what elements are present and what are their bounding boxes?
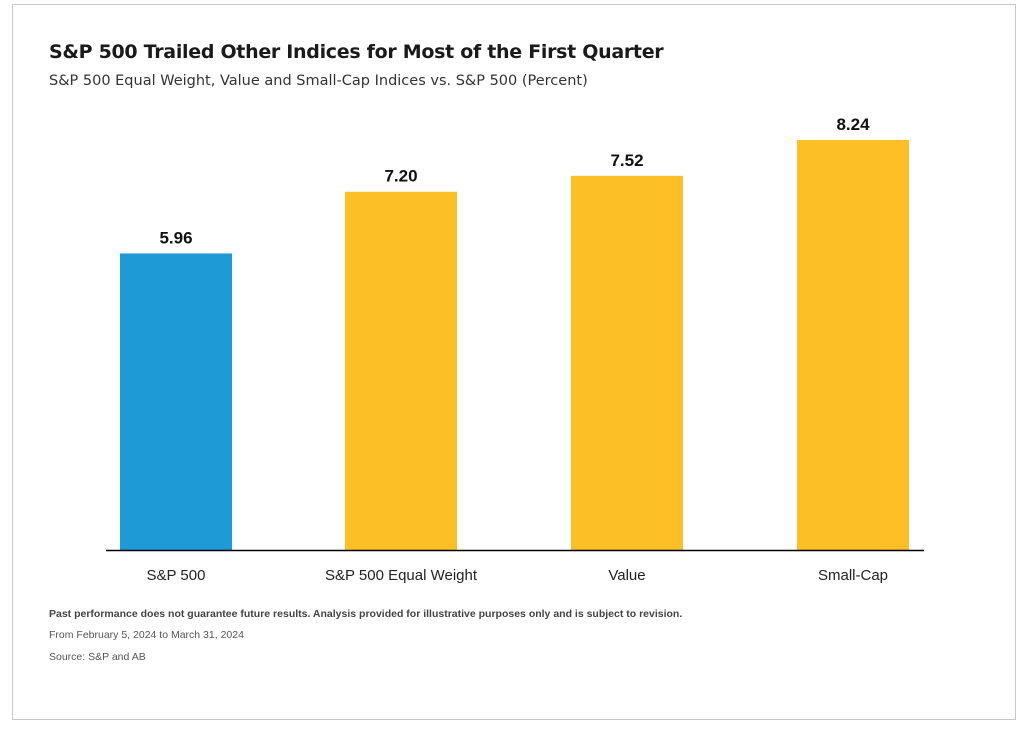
data-label-3: 8.24 (836, 115, 870, 134)
bar-0 (120, 253, 232, 551)
category-label-0: S&P 500 (147, 567, 206, 584)
date-range-note: From February 5, 2024 to March 31, 2024 (49, 629, 244, 641)
category-label-3: Small-Cap (818, 567, 888, 584)
disclaimer-note: Past performance does not guarantee futu… (49, 608, 683, 620)
chart-title: S&P 500 Trailed Other Indices for Most o… (49, 41, 664, 63)
data-label-0: 5.96 (159, 228, 192, 247)
data-label-2: 7.52 (610, 151, 643, 170)
bar-3 (797, 140, 909, 550)
source-note: Source: S&P and AB (49, 651, 146, 663)
bar-2 (571, 175, 683, 550)
category-label-2: Value (608, 567, 645, 584)
category-label-1: S&P 500 Equal Weight (325, 567, 478, 584)
chart-subtitle: S&P 500 Equal Weight, Value and Small-Ca… (49, 73, 588, 89)
bar-1 (345, 191, 457, 551)
data-label-1: 7.20 (384, 167, 417, 186)
